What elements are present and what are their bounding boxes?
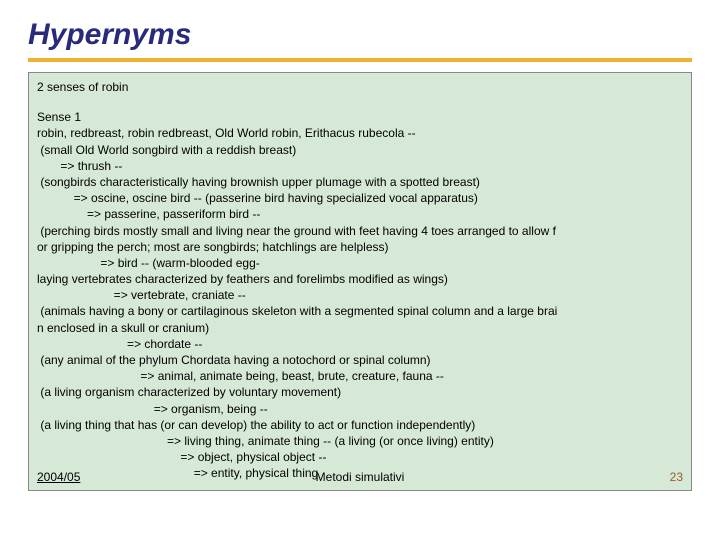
slide-title: Hypernyms [28,18,692,52]
hier-line: => organism, being -- [37,401,683,417]
hier-line: => thrush -- [37,158,683,174]
hier-line: (animals having a bony or cartilaginous … [37,303,683,319]
hier-line: (small Old World songbird with a reddish… [37,142,683,158]
hier-line: => vertebrate, craniate -- [37,287,683,303]
hier-line: => passerine, passeriform bird -- [37,206,683,222]
content-box: 2 senses of robin Sense 1robin, redbreas… [28,72,692,491]
hier-line: n enclosed in a skull or cranium) [37,320,683,336]
slide: Hypernyms 2 senses of robin Sense 1robin… [0,0,720,540]
hier-line: or gripping the perch; most are songbird… [37,239,683,255]
hier-line: (a living thing that has (or can develop… [37,417,683,433]
hier-line: => chordate -- [37,336,683,352]
hier-line: Sense 1 [37,109,683,125]
box-header: 2 senses of robin [37,79,683,95]
hier-line: (any animal of the phylum Chordata havin… [37,352,683,368]
hier-line: => animal, animate being, beast, brute, … [37,368,683,384]
footer-row: 2004/05 Metodi simulativi 23 [37,469,683,485]
hier-line: => oscine, oscine bird -- (passerine bir… [37,190,683,206]
page-number: 23 [670,469,683,485]
hier-line: => bird -- (warm-blooded egg- [37,255,683,271]
hier-line: robin, redbreast, robin redbreast, Old W… [37,125,683,141]
hier-line: laying vertebrates characterized by feat… [37,271,683,287]
hier-line: (perching birds mostly small and living … [37,223,683,239]
title-underline [28,58,692,62]
hier-line: => object, physical object -- [37,449,683,465]
hierarchy-lines: Sense 1robin, redbreast, robin redbreast… [37,109,683,481]
hier-line: => living thing, animate thing -- (a liv… [37,433,683,449]
hier-line: (a living organism characterized by volu… [37,384,683,400]
footer-center: Metodi simulativi [316,469,405,485]
footer-date: 2004/05 [37,469,80,485]
hier-line: (songbirds characteristically having bro… [37,174,683,190]
